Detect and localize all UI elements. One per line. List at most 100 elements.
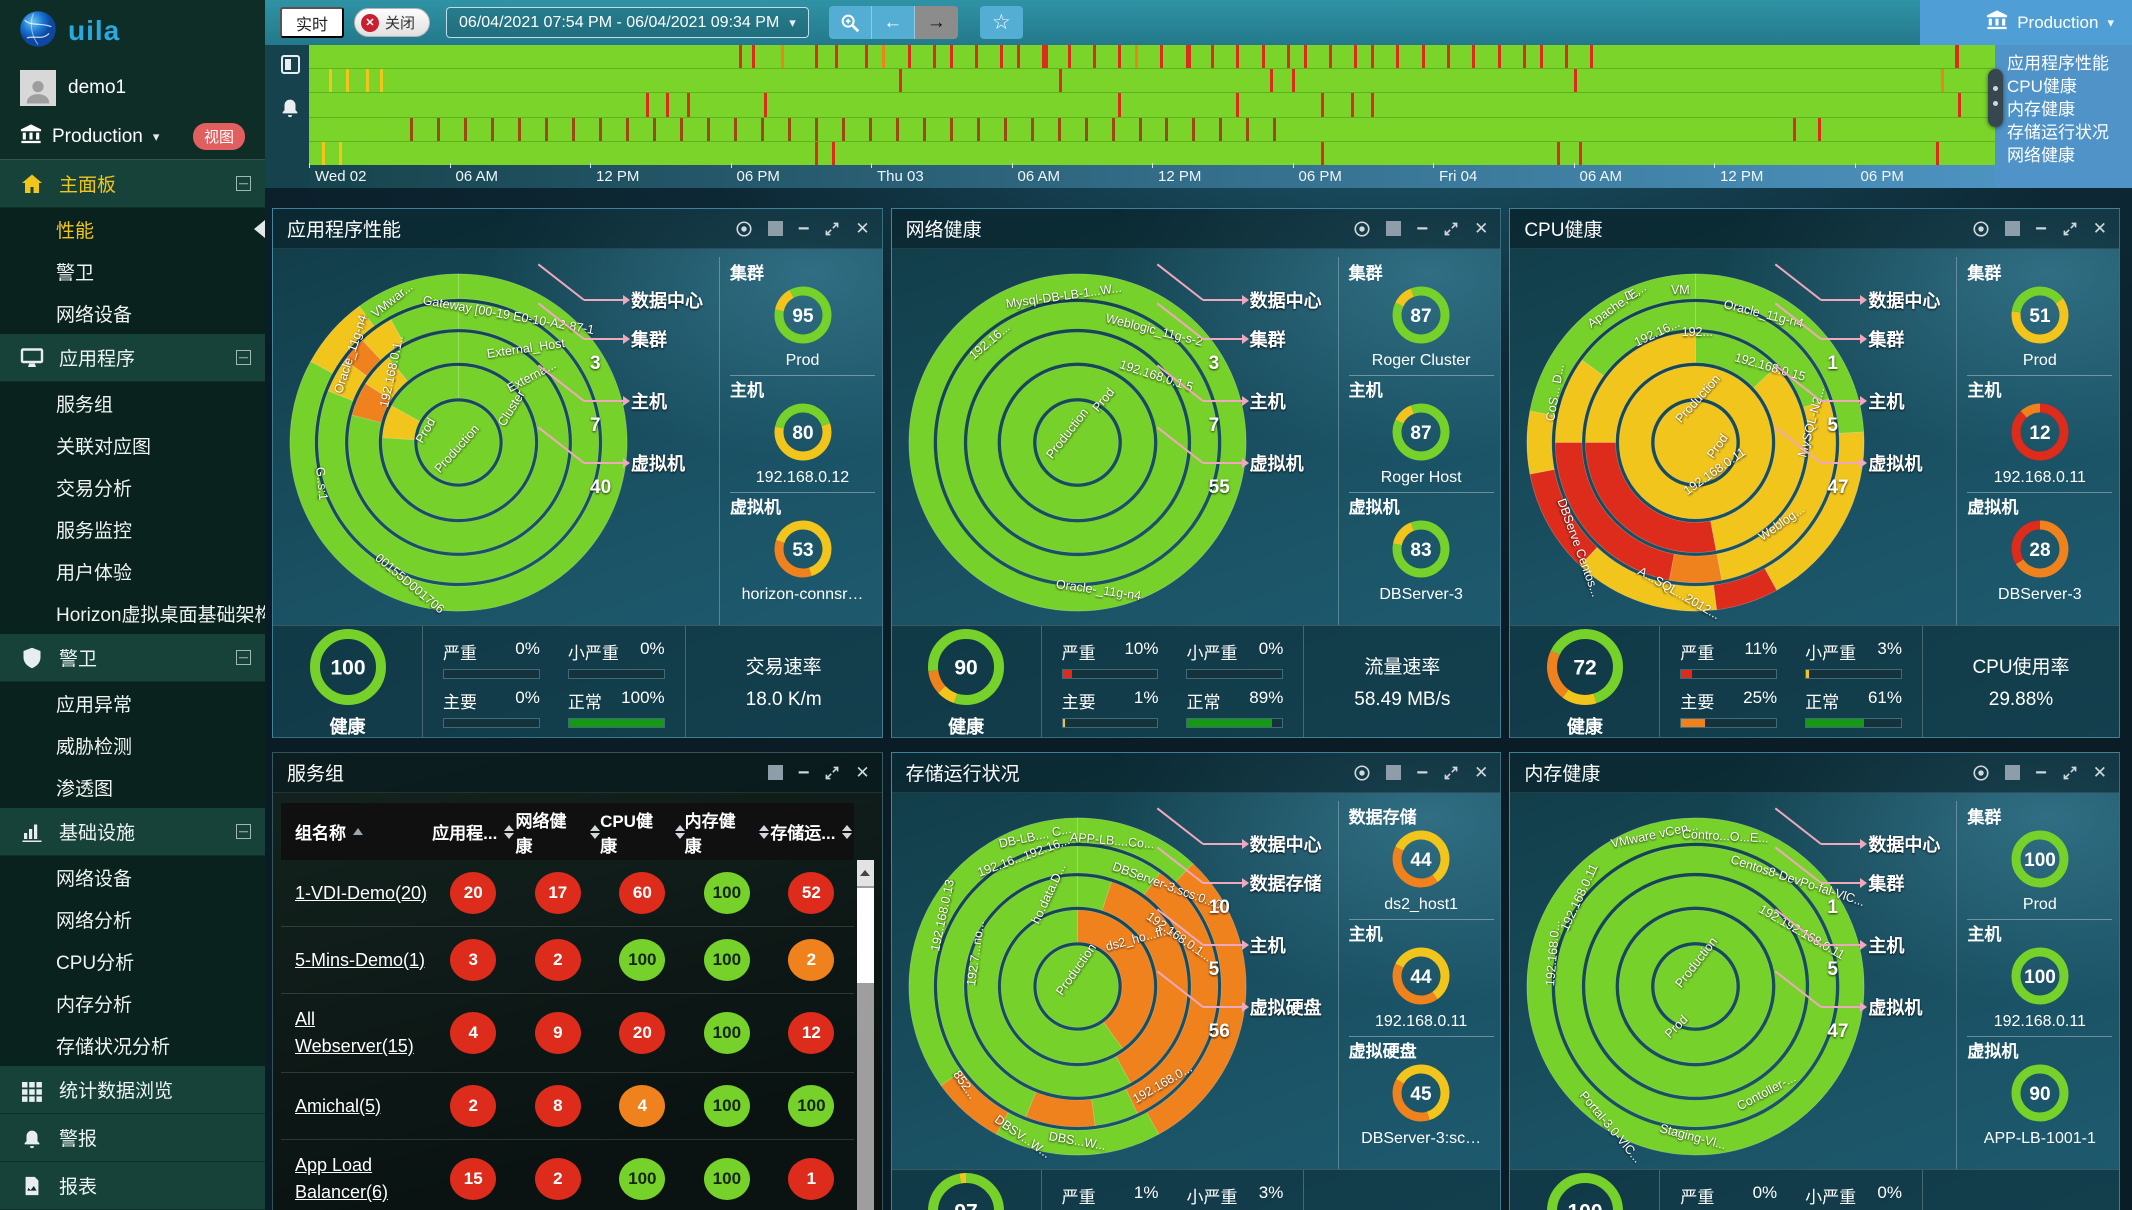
sunburst-chart-storage-health[interactable]: DB-LB..., C... APP-LB....Co... DBServer-3.… xyxy=(900,809,1255,1164)
sunburst-chart-memory-health[interactable]: VMware vCen... Contro...O...E... Centos8-D… xyxy=(1518,809,1873,1166)
panel-mode-icon[interactable] xyxy=(767,765,783,780)
timeline-drag-handle[interactable] xyxy=(1988,69,2003,127)
timeline-row-storage-health[interactable] xyxy=(309,117,1995,142)
column-header[interactable]: 内存健康 xyxy=(685,807,770,857)
column-header[interactable]: CPU健康 xyxy=(600,807,685,857)
panel-mode-icon[interactable] xyxy=(1386,221,1402,236)
panel-mode-icon[interactable] xyxy=(767,221,783,236)
sidebar-item[interactable]: 服务监控 xyxy=(56,520,133,542)
panel-mode-icon[interactable] xyxy=(2005,221,2021,236)
sidebar-section-infrastructure[interactable]: 基础设施 xyxy=(0,808,265,856)
step-forward-button[interactable]: → xyxy=(914,6,958,39)
maximize-icon[interactable] xyxy=(824,765,840,781)
timeline-row-network-health[interactable] xyxy=(309,141,1995,166)
sidebar-item[interactable]: 威胁检测 xyxy=(56,736,133,758)
column-header[interactable]: 存储运... xyxy=(769,819,854,844)
collapse-section-icon[interactable] xyxy=(236,824,251,839)
sunburst-chart-cpu-health[interactable]: D.. VM Oracle_11g-n4 Apache, E... 192.16... 1… xyxy=(1518,265,1873,622)
sidebar-item[interactable]: 渗透图 xyxy=(56,778,114,800)
scroll-thumb[interactable] xyxy=(856,888,874,983)
sunburst-chart-network-health[interactable]: Mysql-DB-LB-1...W... Weblogic_11g-s-2 192.… xyxy=(900,265,1255,620)
user-row[interactable]: demo1 xyxy=(0,62,265,114)
column-header[interactable]: 网络健康 xyxy=(516,807,601,857)
sidebar-section-alerts[interactable]: 警报 xyxy=(0,1114,265,1162)
collapse-section-icon[interactable] xyxy=(236,350,251,365)
close-icon[interactable]: ✕ xyxy=(855,219,870,238)
scrollbar[interactable] xyxy=(856,860,874,1210)
tenant-selector[interactable]: Production ▾ 视图 xyxy=(0,114,265,160)
view-badge[interactable]: 视图 xyxy=(192,123,245,150)
sidebar-item[interactable]: 内存分析 xyxy=(56,994,133,1016)
close-icon[interactable]: ✕ xyxy=(1474,219,1489,238)
sunburst-chart-app-performance[interactable]: VMwar... Gateway [00-19 E0-10-A2-87-1 Exte… xyxy=(281,265,636,620)
close-icon[interactable]: ✕ xyxy=(855,763,870,782)
alert-mark xyxy=(1354,45,1358,69)
sidebar-item[interactable]: 网络设备 xyxy=(56,304,133,326)
group-name-link[interactable]: All Webserver(15) xyxy=(295,1009,414,1056)
target-icon[interactable] xyxy=(1972,220,1990,238)
bell-icon[interactable] xyxy=(279,96,301,123)
close-icon[interactable]: ✕ xyxy=(2092,219,2107,238)
target-icon[interactable] xyxy=(1353,764,1371,782)
sidebar-section-applications[interactable]: 应用程序 xyxy=(0,334,265,382)
minimize-icon[interactable]: − xyxy=(1416,761,1429,784)
maximize-icon[interactable] xyxy=(2062,765,2078,781)
scroll-up-button[interactable] xyxy=(856,860,874,886)
target-icon[interactable] xyxy=(1353,220,1371,238)
sidebar-item[interactable]: 网络设备 xyxy=(56,868,133,890)
column-header[interactable]: 应用程... xyxy=(431,819,516,844)
sidebar-item[interactable]: 警卫 xyxy=(56,262,95,284)
sidebar-item[interactable]: 关联对应图 xyxy=(56,436,152,458)
minimize-icon[interactable]: − xyxy=(797,217,810,240)
sidebar-item[interactable]: 用户体验 xyxy=(56,562,133,584)
maximize-icon[interactable] xyxy=(1443,221,1459,237)
sidebar-item[interactable]: CPU分析 xyxy=(56,952,135,974)
collapse-panel-icon[interactable] xyxy=(280,55,300,74)
minimize-icon[interactable]: − xyxy=(797,761,810,784)
alert-mark xyxy=(1084,117,1088,141)
sidebar-section-dashboard[interactable]: 主面板 xyxy=(0,160,265,208)
group-name-link[interactable]: App Load Balancer(6) xyxy=(295,1155,389,1202)
date-range-picker[interactable]: 06/04/2021 07:54 PM - 06/04/2021 09:34 P… xyxy=(446,7,809,38)
close-icon[interactable]: ✕ xyxy=(1474,763,1489,782)
alert-mark xyxy=(1291,69,1295,93)
minimize-icon[interactable]: − xyxy=(1416,217,1429,240)
close-icon[interactable]: ✕ xyxy=(2092,763,2107,782)
group-name-link[interactable]: 5-Mins-Demo(1) xyxy=(295,949,426,970)
group-name-link[interactable]: Amichal(5) xyxy=(295,1095,382,1116)
zoom-in-button[interactable] xyxy=(828,6,872,39)
favorite-button[interactable]: ☆ xyxy=(979,6,1023,39)
sidebar-item[interactable]: 网络分析 xyxy=(56,910,133,932)
timeline-row-memory-health[interactable] xyxy=(309,93,1995,118)
column-header[interactable]: 组名称 xyxy=(281,819,431,844)
sidebar-section-stats-browser[interactable]: 统计数据浏览 xyxy=(0,1066,265,1114)
collapse-section-icon[interactable] xyxy=(236,176,251,191)
alert-mark xyxy=(686,93,690,117)
group-name-link[interactable]: 1-VDI-Demo(20) xyxy=(295,882,428,903)
maximize-icon[interactable] xyxy=(824,221,840,237)
minimize-icon[interactable]: − xyxy=(2035,761,2047,784)
target-icon[interactable] xyxy=(1972,764,1990,782)
step-back-button[interactable]: ← xyxy=(871,6,915,39)
sidebar-section-guard[interactable]: 警卫 xyxy=(0,634,265,682)
sidebar-item[interactable]: Horizon虚拟桌面基础架构 xyxy=(56,604,265,626)
panel-mode-icon[interactable] xyxy=(2005,765,2021,780)
sidebar-section-reports[interactable]: 报表 xyxy=(0,1162,265,1210)
sidebar-item[interactable]: 交易分析 xyxy=(56,478,133,500)
panel-mode-icon[interactable] xyxy=(1386,765,1402,780)
sidebar-item[interactable]: 存储状况分析 xyxy=(56,1036,171,1058)
minimize-icon[interactable]: − xyxy=(2035,217,2047,240)
timeline-row-cpu-health[interactable] xyxy=(309,69,1995,94)
close-timeframe-button[interactable]: ✕ 关闭 xyxy=(354,8,431,37)
timeline-heatmap[interactable] xyxy=(309,45,1995,166)
sidebar-item[interactable]: 性能 xyxy=(0,208,265,250)
maximize-icon[interactable] xyxy=(2062,221,2078,237)
sidebar-item[interactable]: 应用异常 xyxy=(56,694,133,716)
sidebar-item[interactable]: 服务组 xyxy=(56,394,114,416)
timeline-row-app-performance[interactable] xyxy=(309,45,1995,70)
target-icon[interactable] xyxy=(735,220,753,238)
collapse-section-icon[interactable] xyxy=(236,650,251,665)
maximize-icon[interactable] xyxy=(1443,765,1459,781)
realtime-button[interactable]: 实时 xyxy=(280,7,345,38)
production-selector[interactable]: Production ▾ xyxy=(1920,0,2132,45)
